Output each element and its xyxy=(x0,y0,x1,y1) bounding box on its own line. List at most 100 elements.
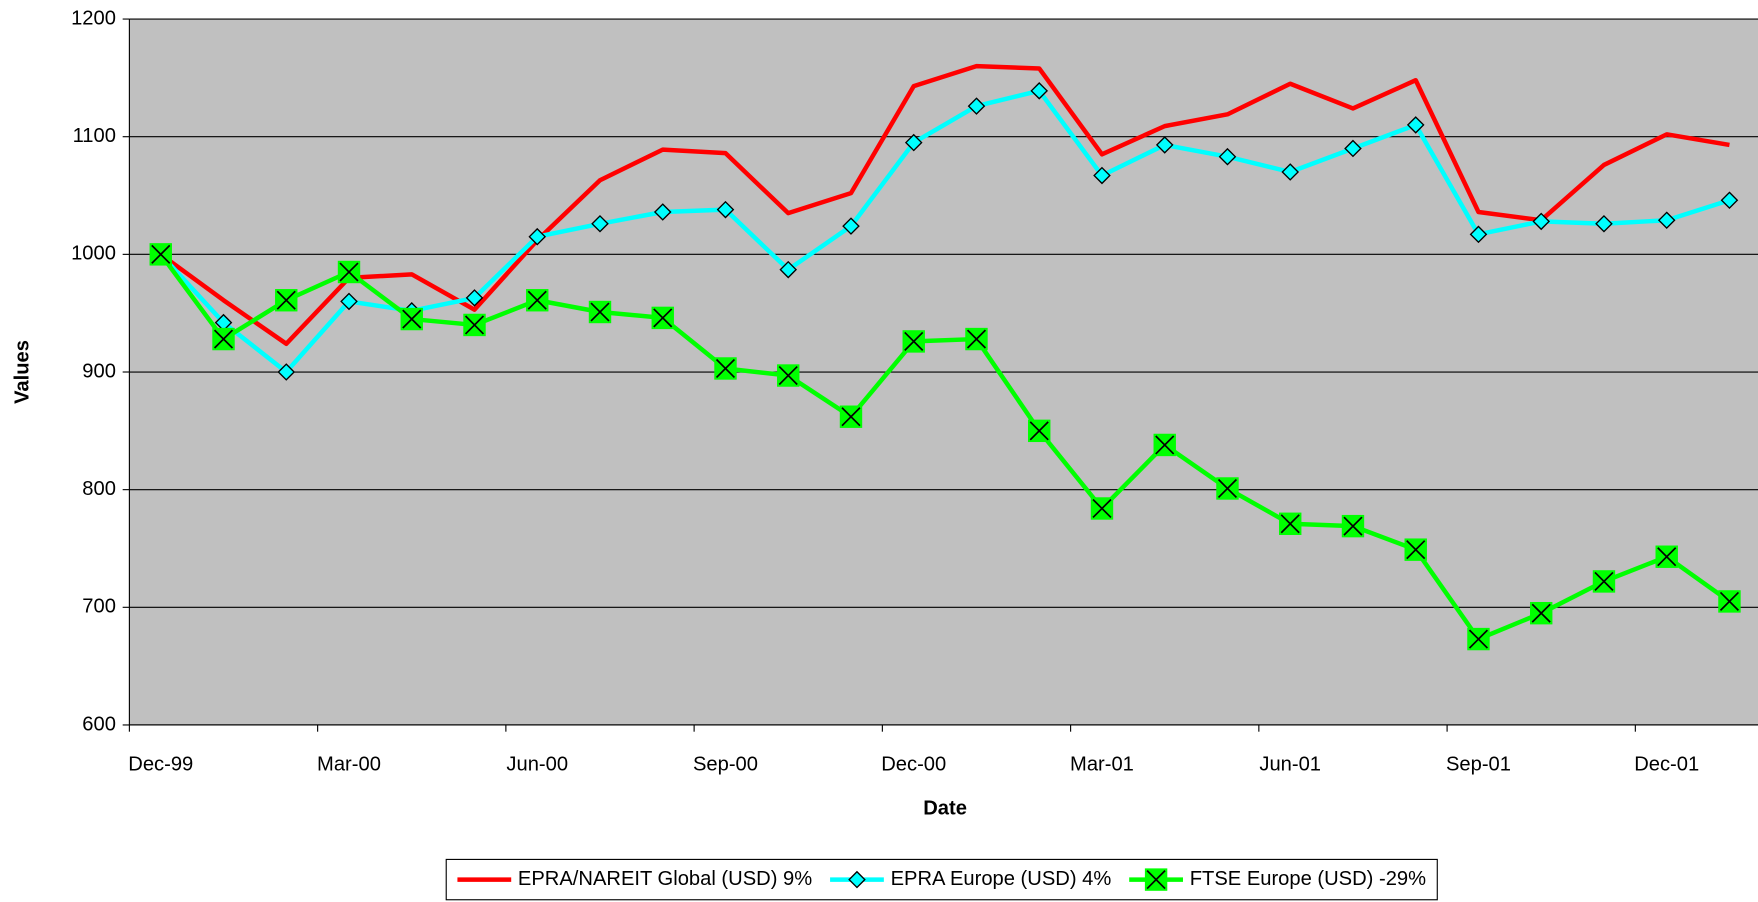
diamond-marker xyxy=(779,260,798,279)
x-tick-label: Jun-00 xyxy=(506,754,568,776)
diamond-marker xyxy=(1344,139,1362,158)
marker-cross xyxy=(653,308,673,328)
legend-label: FTSE Europe (USD) -29% xyxy=(1190,868,1426,890)
x-square-marker xyxy=(1404,538,1427,561)
x-square-marker xyxy=(526,289,549,312)
diamond-marker xyxy=(842,217,860,235)
x-square-marker xyxy=(651,306,674,330)
x-square-marker xyxy=(463,313,486,337)
diamond-marker xyxy=(967,97,986,115)
marker-cross xyxy=(527,290,547,310)
diamond-marker xyxy=(591,214,609,233)
marker-cross xyxy=(1146,870,1166,890)
diamond-marker xyxy=(1030,82,1049,100)
marker-cross xyxy=(966,329,987,349)
marker-cross xyxy=(213,329,234,349)
y-axis-label: Values xyxy=(11,340,33,404)
diamond-marker xyxy=(465,289,484,307)
diamond-marker xyxy=(1720,191,1739,210)
y-tick-label: 700 xyxy=(82,596,116,618)
legend-box xyxy=(445,858,1438,901)
x-square-marker xyxy=(1341,514,1365,538)
marker-cross xyxy=(151,244,171,264)
diamond-marker xyxy=(1469,225,1488,244)
marker-cross xyxy=(1155,435,1175,455)
x-square-marker xyxy=(212,327,235,351)
marker-cross xyxy=(402,309,422,329)
x-square-marker xyxy=(1216,477,1239,500)
x-tick-label: Dec-99 xyxy=(128,754,193,776)
diamond-marker xyxy=(1281,163,1300,181)
x-square-marker xyxy=(965,327,988,351)
x-square-marker xyxy=(1718,590,1741,613)
legend: EPRA/NAREIT Global (USD) 9% EPRA Europe (… xyxy=(445,858,1438,901)
marker-cross xyxy=(1029,421,1049,441)
diamond-marker xyxy=(1595,214,1613,233)
x-tick-label: Sep-01 xyxy=(1446,754,1511,776)
diamond-marker xyxy=(716,200,735,219)
x-tick-label: Jun-01 xyxy=(1259,754,1321,776)
x-axis-label: Date xyxy=(923,797,967,819)
x-square-marker xyxy=(1467,627,1490,651)
x-square-marker xyxy=(714,357,737,380)
x-square-marker xyxy=(902,330,925,353)
marker-cross xyxy=(1217,478,1238,499)
marker-cross xyxy=(1719,591,1740,611)
marker-cross xyxy=(339,262,359,282)
marker-cross xyxy=(1092,498,1112,519)
marker-cross xyxy=(904,331,924,351)
marker-cross xyxy=(276,290,296,310)
x-square-marker xyxy=(149,243,172,266)
x-square-marker xyxy=(1144,868,1168,891)
x-square-marker xyxy=(275,289,298,312)
diamond-marker xyxy=(277,363,296,381)
series-line xyxy=(159,63,1730,347)
y-tick-label: 1000 xyxy=(71,243,116,265)
x-square-marker xyxy=(337,260,361,284)
diamond-marker xyxy=(1093,166,1111,185)
marker-cross xyxy=(841,407,861,427)
marker-cross xyxy=(1468,629,1489,649)
x-tick-label: Dec-01 xyxy=(1634,754,1699,776)
x-square-marker xyxy=(1279,512,1302,535)
x-square-marker xyxy=(1090,497,1114,520)
marker-cross xyxy=(1531,603,1551,623)
x-square-marker xyxy=(1153,433,1176,457)
x-square-marker xyxy=(400,307,423,331)
marker-cross xyxy=(715,358,736,379)
diamond-marker xyxy=(848,870,866,889)
diamond-marker xyxy=(653,203,672,221)
marker-cross xyxy=(1343,516,1363,536)
diamond-marker xyxy=(528,227,547,246)
marker-cross xyxy=(1657,547,1677,567)
diamond-marker xyxy=(1155,136,1174,154)
x-tick-label: Mar-00 xyxy=(317,754,381,776)
diamond-marker xyxy=(904,133,923,152)
y-tick-label: 600 xyxy=(82,713,116,735)
marker-cross xyxy=(464,315,485,335)
y-tick-label: 800 xyxy=(82,478,116,500)
diamond-marker xyxy=(340,292,358,311)
legend-label: EPRA/NAREIT Global (USD) 9% xyxy=(518,868,812,890)
x-square-marker xyxy=(1592,570,1616,593)
x-square-marker xyxy=(1028,419,1051,443)
marker-cross xyxy=(1406,540,1426,560)
diamond-marker xyxy=(1406,116,1425,134)
y-tick-label: 1200 xyxy=(71,7,116,29)
x-square-marker xyxy=(588,300,612,324)
marker-cross xyxy=(1594,571,1614,591)
x-tick-label: Sep-00 xyxy=(693,754,758,776)
x-square-marker xyxy=(1530,601,1553,625)
diamond-marker xyxy=(1532,212,1551,231)
x-square-marker xyxy=(777,364,800,387)
diamond-marker xyxy=(1657,211,1676,230)
x-square-marker xyxy=(1655,545,1678,568)
diamond-marker xyxy=(1218,147,1237,166)
marker-cross xyxy=(590,302,610,322)
marker-cross xyxy=(1280,514,1300,534)
legend-label: EPRA Europe (USD) 4% xyxy=(891,868,1112,890)
x-tick-label: Dec-00 xyxy=(881,754,946,776)
x-square-marker xyxy=(839,405,863,428)
x-tick-label: Mar-01 xyxy=(1070,754,1134,776)
